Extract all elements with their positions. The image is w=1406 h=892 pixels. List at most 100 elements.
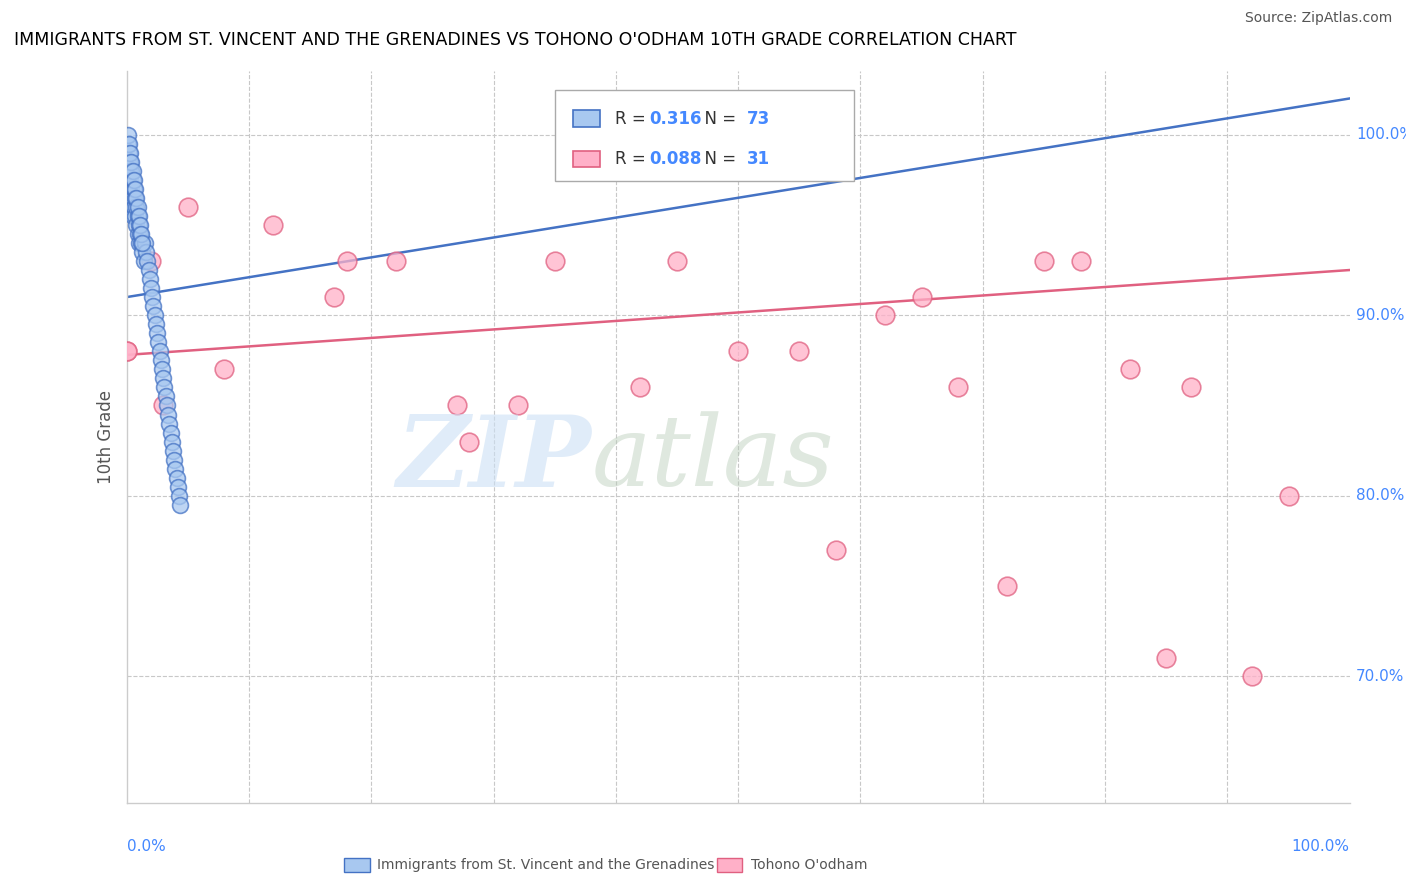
Point	[142, 299, 165, 313]
Point	[1180, 380, 1202, 394]
Point	[167, 489, 190, 503]
Point	[149, 353, 172, 368]
Point	[336, 254, 359, 268]
Point	[911, 290, 934, 304]
Point	[115, 344, 138, 359]
Point	[1032, 254, 1054, 268]
Point	[125, 191, 148, 205]
Point	[129, 235, 152, 250]
Point	[506, 399, 529, 413]
Text: 0.0%: 0.0%	[127, 839, 166, 855]
Point	[873, 308, 896, 322]
Point	[118, 136, 141, 151]
Point	[139, 281, 162, 295]
Point	[128, 235, 150, 250]
Text: N =: N =	[695, 110, 741, 128]
Point	[146, 326, 169, 341]
Point	[120, 191, 142, 205]
Point	[155, 389, 177, 403]
Point	[148, 335, 170, 350]
Point	[139, 272, 162, 286]
Point	[115, 344, 138, 359]
Point	[118, 145, 141, 160]
Point	[129, 227, 152, 241]
Point	[120, 154, 142, 169]
Point	[129, 218, 152, 232]
Point	[163, 452, 186, 467]
Text: 0.088: 0.088	[648, 150, 702, 168]
Point	[139, 254, 162, 268]
Point	[117, 191, 139, 205]
Point	[157, 417, 180, 431]
Point	[124, 182, 146, 196]
Point	[131, 235, 153, 250]
Text: Immigrants from St. Vincent and the Grenadines: Immigrants from St. Vincent and the Gren…	[377, 858, 714, 872]
Text: IMMIGRANTS FROM ST. VINCENT AND THE GRENADINES VS TOHONO O'ODHAM 10TH GRADE CORR: IMMIGRANTS FROM ST. VINCENT AND THE GREN…	[14, 31, 1017, 49]
Point	[167, 480, 190, 494]
Bar	[574, 151, 600, 167]
Point	[117, 172, 139, 186]
Point	[177, 200, 200, 214]
Point	[117, 154, 139, 169]
Point	[150, 362, 173, 376]
Text: R =: R =	[614, 110, 651, 128]
Point	[120, 200, 142, 214]
Point	[135, 244, 157, 259]
Text: 70.0%: 70.0%	[1355, 669, 1405, 684]
Point	[120, 145, 142, 160]
Point	[666, 254, 689, 268]
Point	[323, 290, 346, 304]
Point	[948, 380, 970, 394]
Point	[141, 290, 163, 304]
Point	[156, 399, 179, 413]
Point	[384, 254, 406, 268]
Text: 90.0%: 90.0%	[1355, 308, 1405, 323]
Point	[787, 344, 810, 359]
Point	[159, 425, 181, 440]
Point	[143, 308, 166, 322]
Point	[1118, 362, 1140, 376]
Point	[127, 200, 149, 214]
Point	[214, 362, 236, 376]
Point	[122, 182, 145, 196]
Text: 100.0%: 100.0%	[1292, 839, 1350, 855]
Point	[125, 218, 148, 232]
Text: 73: 73	[747, 110, 770, 128]
Point	[131, 244, 153, 259]
Point	[628, 380, 651, 394]
Text: ZIP: ZIP	[396, 411, 592, 508]
Point	[134, 235, 156, 250]
Point	[138, 263, 160, 277]
Point	[117, 136, 139, 151]
Point	[120, 163, 142, 178]
Point	[120, 154, 142, 169]
Point	[153, 380, 176, 394]
Point	[120, 182, 142, 196]
Point	[121, 172, 143, 186]
Point	[136, 254, 159, 268]
Point	[166, 471, 188, 485]
Point	[122, 172, 145, 186]
Point	[132, 254, 155, 268]
Text: Tohono O'odham: Tohono O'odham	[751, 858, 868, 872]
Point	[727, 344, 749, 359]
Point	[127, 209, 149, 223]
Point	[127, 227, 149, 241]
Point	[995, 579, 1018, 593]
Point	[446, 399, 468, 413]
Point	[1240, 669, 1263, 683]
Point	[169, 498, 191, 512]
Text: atlas: atlas	[592, 411, 834, 507]
Point	[160, 434, 183, 449]
Point	[825, 543, 848, 558]
Point	[128, 209, 150, 223]
Point	[124, 209, 146, 223]
Point	[165, 461, 187, 475]
Point	[145, 317, 167, 331]
Point	[152, 371, 174, 385]
Text: 100.0%: 100.0%	[1355, 127, 1406, 142]
Point	[128, 218, 150, 232]
Text: R =: R =	[614, 150, 651, 168]
Text: 31: 31	[747, 150, 770, 168]
Point	[118, 163, 141, 178]
